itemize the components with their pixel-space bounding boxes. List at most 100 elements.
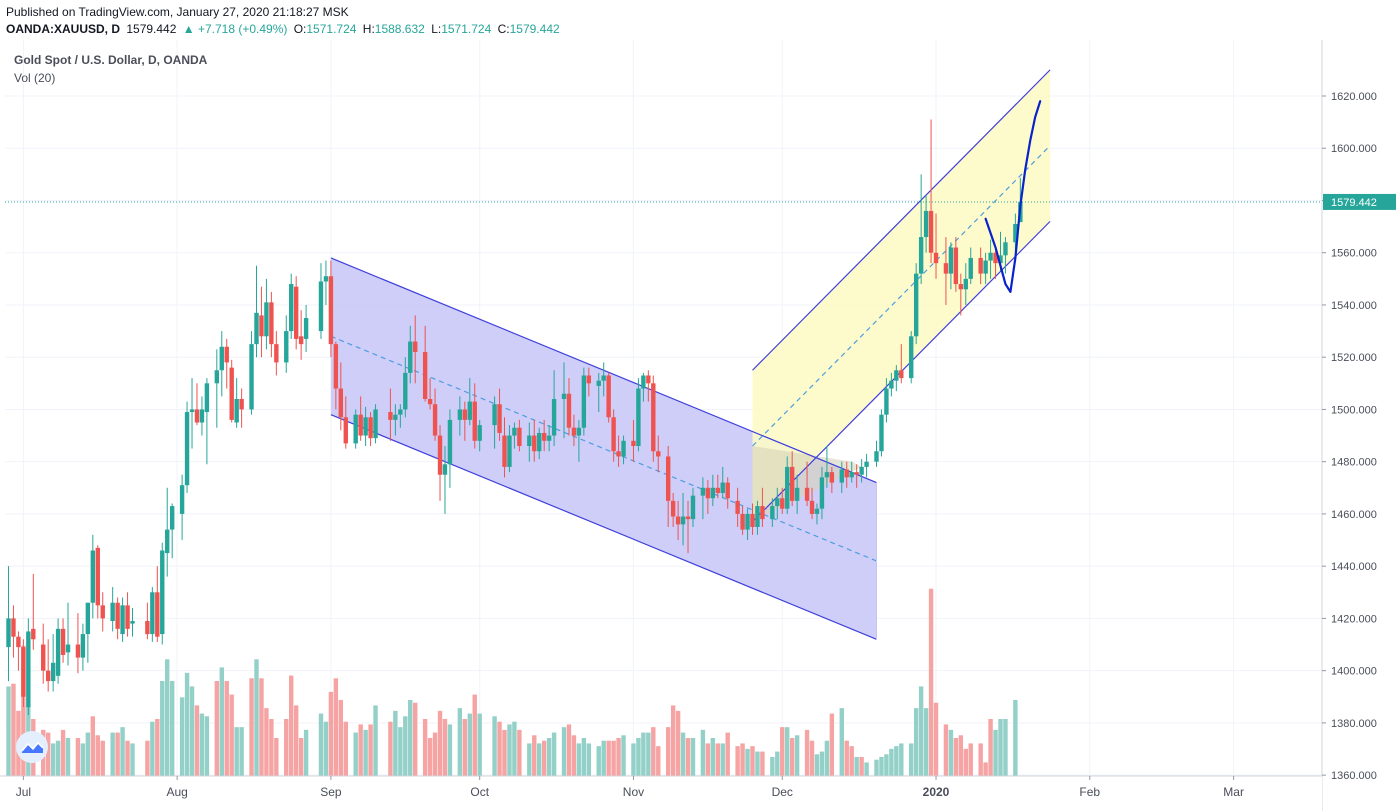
volume-bar [1013,700,1018,776]
candle-body [631,440,636,447]
last-price: 1579.442 [126,22,177,36]
chart-legend-title[interactable]: Gold Spot / U.S. Dollar, D, OANDA [14,53,208,67]
candle-body [467,401,472,420]
candle-body [884,388,889,415]
candle-body [437,435,443,475]
candle-body [254,312,259,345]
volume-bar [889,748,894,776]
volume-bar [636,738,641,776]
price-tick-label: 1420.000 [1331,613,1377,625]
candle-body [641,375,646,389]
volume-bar [333,678,339,776]
candle-body [814,508,820,514]
candle-body [512,427,517,436]
candle-body [289,284,294,332]
volume-bar [150,721,155,776]
candle-body [477,425,482,441]
volume-bar [829,713,835,776]
candle-body [794,487,800,501]
volume-bar [998,719,1003,776]
candle-body [403,372,408,410]
candle-body [789,466,795,501]
volume-bar [293,705,299,776]
volume-bar [631,743,636,776]
volume-bar [492,716,497,776]
volume-bar [551,732,557,776]
candle-body [958,284,964,290]
tradingview-logo-icon[interactable] [16,731,48,763]
candle-body [685,516,691,520]
candle-body [368,417,373,439]
volume-bar [160,681,165,776]
volume-bar [725,732,730,776]
volume-bar [685,738,691,776]
chart-header: Published on TradingView.com, January 27… [0,0,1396,40]
volume-bar [130,743,135,776]
candle-body [532,435,537,452]
candle-body [457,409,463,420]
volume-bar [819,751,825,776]
candle-body [576,427,582,436]
candle-body [219,346,224,371]
volume-bar [844,740,849,776]
open-label: O: [293,22,307,36]
volume-bar [358,724,363,776]
candle-body [601,375,606,381]
time-tick-label: Mar [1223,785,1244,799]
volume-bar [988,719,993,776]
volume-bar [824,740,830,776]
time-tick-label: Oct [470,785,489,799]
volume-legend[interactable]: Vol (20) [14,71,56,85]
candle-body [983,260,988,274]
candle-body [978,257,983,274]
candle-body [943,263,949,274]
candle-body [492,404,497,426]
candle-body [328,276,334,345]
candle-body [462,409,468,420]
volume-bar [447,724,453,776]
candle-body [398,409,403,415]
candle-body [899,370,904,379]
candle-body [725,482,730,499]
candle-body [269,302,274,345]
volume-bar [913,708,919,776]
volume-bar [184,672,190,776]
candle-body [60,628,66,655]
candle-body [110,602,115,622]
candle-body [690,495,696,520]
candle-body [948,247,954,274]
ohlc-line: OANDA:XAUUSD, D 1579.442 ▲ +7.718 (+0.49… [6,22,563,36]
candle-body [408,341,413,373]
candle-body [735,500,740,514]
candle-body [169,506,175,530]
candle-body [90,550,96,603]
volume-bar [894,746,899,776]
volume-bar [978,743,983,776]
volume-bar [517,729,522,776]
price-tick-label: 1500.000 [1331,404,1377,416]
volume-bar [606,740,611,776]
candle-body [388,412,393,420]
volume-bar [909,743,914,776]
volume-bar [785,727,790,776]
candle-body [785,466,790,509]
volume-bar [680,732,686,776]
volume-bar [958,735,964,776]
change-label: ▲ +7.718 (+0.49%) [182,22,288,36]
candle-body [874,451,879,462]
candle-body [427,398,433,405]
candle-body [274,344,279,363]
candle-body [413,341,418,352]
candle-body [303,318,309,339]
candle-body [50,662,56,682]
volume-bar [472,694,477,776]
candle-body [621,440,626,457]
volume-bar [507,724,512,776]
candle-body [259,315,264,337]
price-tick-label: 1540.000 [1331,300,1377,312]
volume-bar [179,697,185,776]
candle-body [204,383,210,413]
candle-body [55,628,61,676]
candle-body [447,419,453,465]
